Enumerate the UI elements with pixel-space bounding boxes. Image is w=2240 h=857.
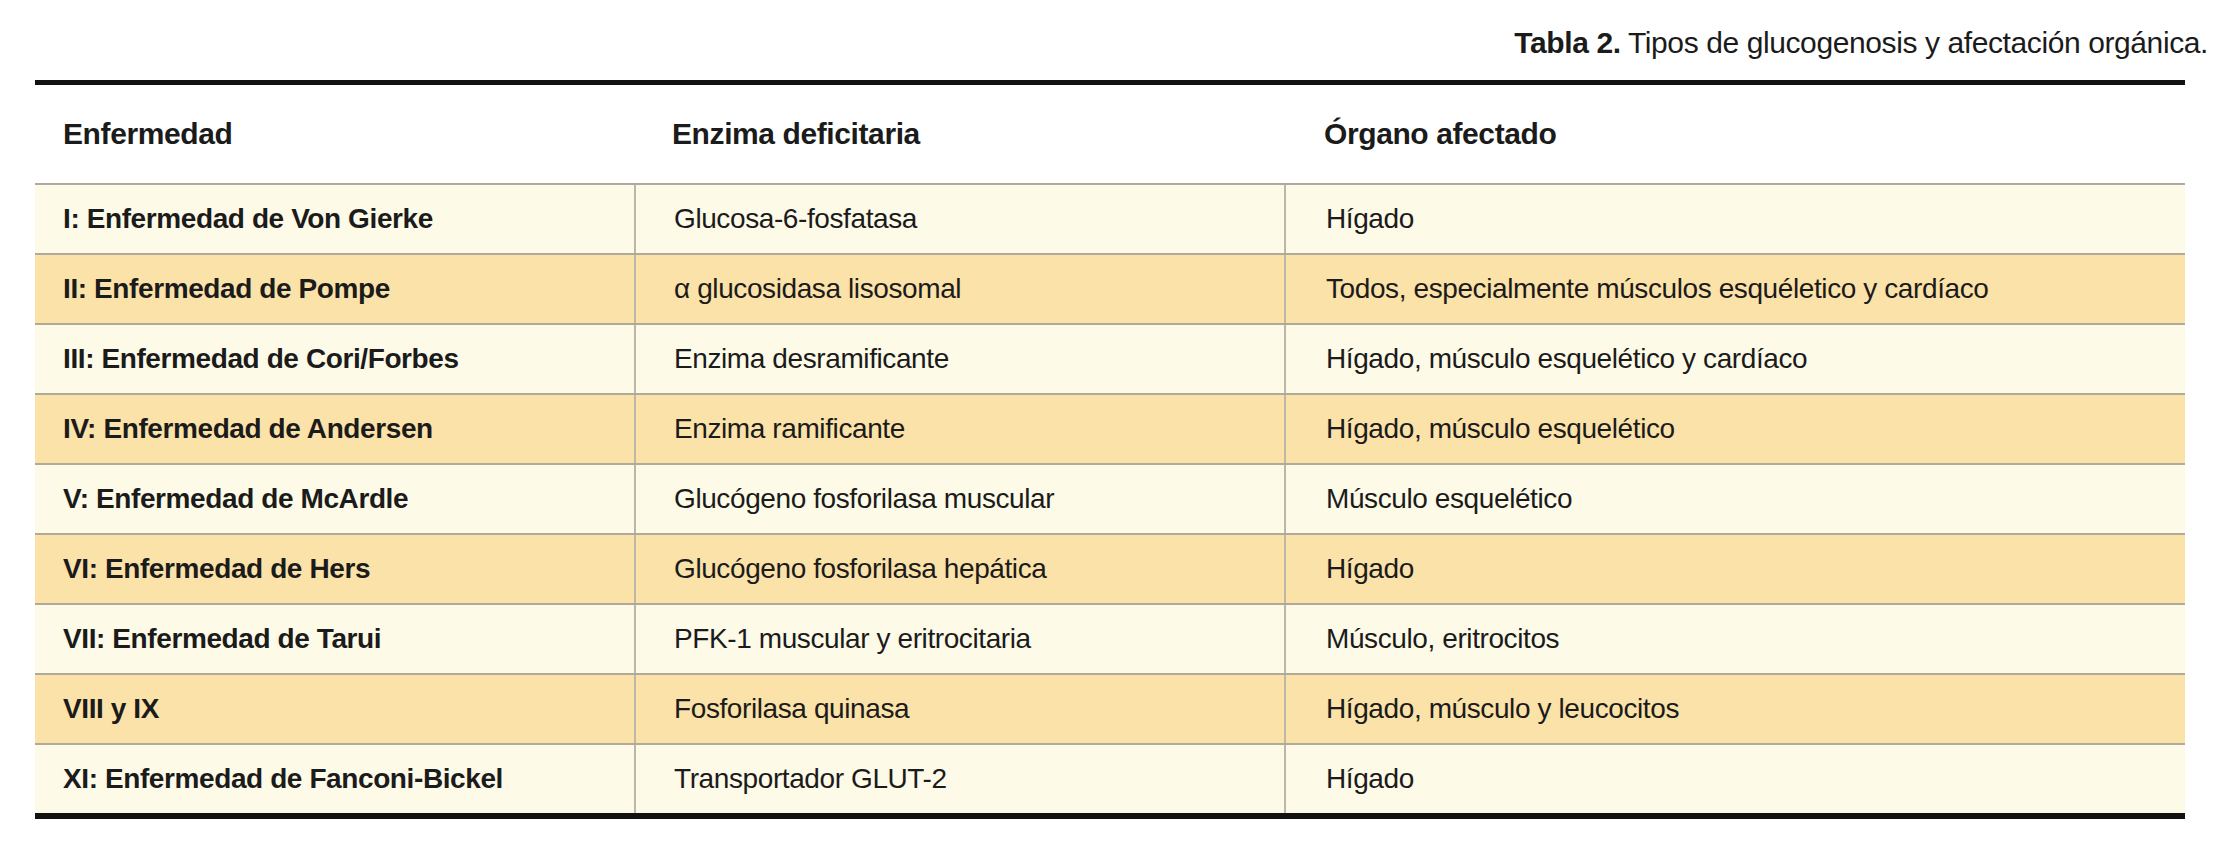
cell-organo: Todos, especialmente músculos esquéletic… [1284,255,2185,323]
cell-enfermedad: VI: Enfermedad de Hers [35,535,634,603]
caption-text: Tipos de glucogenosis y afectación orgán… [1621,26,2208,59]
cell-organo: Músculo esquelético [1284,465,2185,533]
table-bottom-rule [35,813,2185,819]
cell-organo: Hígado [1284,535,2185,603]
table-row: V: Enfermedad de McArdleGlucógeno fosfor… [35,463,2185,533]
table-row: VIII y IXFosforilasa quinasaHígado, músc… [35,673,2185,743]
table-row: II: Enfermedad de Pompeα glucosidasa lis… [35,253,2185,323]
table-row: IV: Enfermedad de AndersenEnzima ramific… [35,393,2185,463]
cell-organo: Hígado [1284,745,2185,813]
cell-enfermedad: II: Enfermedad de Pompe [35,255,634,323]
table-row: VI: Enfermedad de HersGlucógeno fosforil… [35,533,2185,603]
glucogenosis-table: Enfermedad Enzima deficitaria Órgano afe… [35,80,2185,819]
cell-enfermedad: XI: Enfermedad de Fanconi-Bickel [35,745,634,813]
cell-enfermedad: VIII y IX [35,675,634,743]
table-rows: I: Enfermedad de Von GierkeGlucosa-6-fos… [35,183,2185,813]
cell-enzima: Glucosa-6-fosfatasa [634,185,1284,253]
table-row: I: Enfermedad de Von GierkeGlucosa-6-fos… [35,183,2185,253]
cell-enfermedad: I: Enfermedad de Von Gierke [35,185,634,253]
cell-organo: Músculo, eritrocitos [1284,605,2185,673]
cell-enzima: Glucógeno fosforilasa hepática [634,535,1284,603]
cell-enzima: Transportador GLUT-2 [634,745,1284,813]
cell-organo: Hígado, músculo y leucocitos [1284,675,2185,743]
cell-enzima: Fosforilasa quinasa [634,675,1284,743]
table-row: XI: Enfermedad de Fanconi-BickelTranspor… [35,743,2185,813]
cell-enfermedad: VII: Enfermedad de Tarui [35,605,634,673]
cell-enzima: PFK-1 muscular y eritrocitaria [634,605,1284,673]
cell-organo: Hígado [1284,185,2185,253]
cell-organo: Hígado, músculo esquelético [1284,395,2185,463]
cell-enzima: Enzima desramificante [634,325,1284,393]
cell-enfermedad: V: Enfermedad de McArdle [35,465,634,533]
table-header-row: Enfermedad Enzima deficitaria Órgano afe… [35,85,2185,183]
cell-enzima: Enzima ramificante [634,395,1284,463]
table-row: III: Enfermedad de Cori/ForbesEnzima des… [35,323,2185,393]
header-organo-afectado: Órgano afectado [1284,85,2185,183]
table-caption: Tabla 2. Tipos de glucogenosis y afectac… [1514,26,2208,60]
cell-organo: Hígado, músculo esquelético y cardíaco [1284,325,2185,393]
caption-label: Tabla 2. [1514,26,1620,59]
cell-enfermedad: IV: Enfermedad de Andersen [35,395,634,463]
cell-enfermedad: III: Enfermedad de Cori/Forbes [35,325,634,393]
cell-enzima: α glucosidasa lisosomal [634,255,1284,323]
cell-enzima: Glucógeno fosforilasa muscular [634,465,1284,533]
table-row: VII: Enfermedad de TaruiPFK-1 muscular y… [35,603,2185,673]
header-enfermedad: Enfermedad [35,85,634,183]
header-enzima-deficitaria: Enzima deficitaria [634,85,1284,183]
